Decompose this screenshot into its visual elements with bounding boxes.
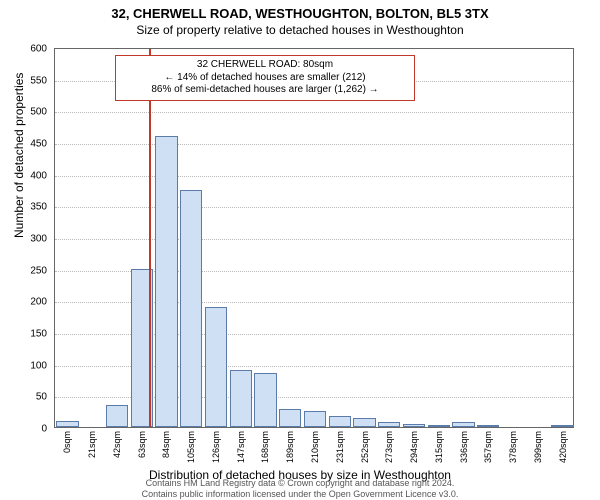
x-tick-label: 357sqm: [483, 431, 493, 463]
property-marker-line: [149, 49, 151, 427]
x-tick-label: 0sqm: [62, 431, 72, 453]
annotation-line: 86% of semi-detached houses are larger (…: [122, 84, 408, 97]
footer-line-2: Contains public information licensed und…: [0, 489, 600, 499]
x-tick-label: 84sqm: [161, 431, 171, 458]
x-tick-label: 210sqm: [310, 431, 320, 463]
plot-area: 0501001502002503003504004505005506000sqm…: [54, 48, 574, 428]
x-tick-label: 42sqm: [112, 431, 122, 458]
x-tick-label: 147sqm: [236, 431, 246, 463]
x-tick-label: 105sqm: [186, 431, 196, 463]
histogram-bar: [304, 411, 326, 427]
histogram-bar: [551, 425, 573, 427]
x-tick-label: 168sqm: [260, 431, 270, 463]
y-tick-label: 350: [11, 202, 47, 213]
y-tick-label: 300: [11, 234, 47, 245]
x-tick-label: 252sqm: [360, 431, 370, 463]
gridline: [55, 176, 573, 177]
x-tick-label: 294sqm: [409, 431, 419, 463]
histogram-bar: [452, 422, 474, 427]
histogram-bar: [353, 418, 375, 428]
y-tick-label: 50: [11, 392, 47, 403]
gridline: [55, 239, 573, 240]
histogram-bar: [254, 373, 276, 427]
y-tick-label: 400: [11, 170, 47, 181]
y-tick-label: 250: [11, 265, 47, 276]
x-tick-label: 126sqm: [211, 431, 221, 463]
x-tick-label: 315sqm: [434, 431, 444, 463]
footer-line-1: Contains HM Land Registry data © Crown c…: [0, 478, 600, 488]
x-tick-label: 420sqm: [558, 431, 568, 463]
y-tick-label: 550: [11, 75, 47, 86]
gridline: [55, 112, 573, 113]
histogram-bar: [230, 370, 252, 427]
histogram-bar: [279, 409, 301, 427]
y-tick-label: 150: [11, 329, 47, 340]
plot-area-wrap: 0501001502002503003504004505005506000sqm…: [54, 48, 574, 428]
histogram-bar: [56, 421, 78, 427]
y-tick-label: 500: [11, 107, 47, 118]
y-tick-label: 450: [11, 139, 47, 150]
x-tick-label: 231sqm: [335, 431, 345, 463]
histogram-bar: [329, 416, 351, 427]
histogram-bar: [477, 425, 499, 427]
annotation-line: 32 CHERWELL ROAD: 80sqm: [122, 59, 408, 72]
histogram-bar: [155, 136, 177, 427]
chart-subtitle: Size of property relative to detached ho…: [0, 23, 600, 37]
x-tick-label: 336sqm: [459, 431, 469, 463]
y-tick-label: 200: [11, 297, 47, 308]
chart-title: 32, CHERWELL ROAD, WESTHOUGHTON, BOLTON,…: [0, 6, 600, 21]
x-tick-label: 21sqm: [87, 431, 97, 458]
histogram-bar: [205, 307, 227, 427]
y-tick-label: 0: [11, 424, 47, 435]
x-tick-label: 63sqm: [137, 431, 147, 458]
annotation-line: ← 14% of detached houses are smaller (21…: [122, 72, 408, 85]
y-axis-label: Number of detached properties: [12, 73, 26, 238]
y-tick-label: 600: [11, 44, 47, 55]
x-tick-label: 189sqm: [285, 431, 295, 463]
attribution-footer: Contains HM Land Registry data © Crown c…: [0, 478, 600, 499]
x-tick-label: 399sqm: [533, 431, 543, 463]
histogram-bar: [378, 422, 400, 427]
histogram-bar: [106, 405, 128, 427]
y-tick-label: 100: [11, 360, 47, 371]
property-annotation-box: 32 CHERWELL ROAD: 80sqm← 14% of detached…: [115, 55, 415, 101]
x-tick-label: 378sqm: [508, 431, 518, 463]
gridline: [55, 144, 573, 145]
histogram-bar: [180, 190, 202, 428]
histogram-bar: [428, 425, 450, 427]
gridline: [55, 207, 573, 208]
histogram-bar: [403, 424, 425, 427]
x-tick-label: 273sqm: [384, 431, 394, 463]
